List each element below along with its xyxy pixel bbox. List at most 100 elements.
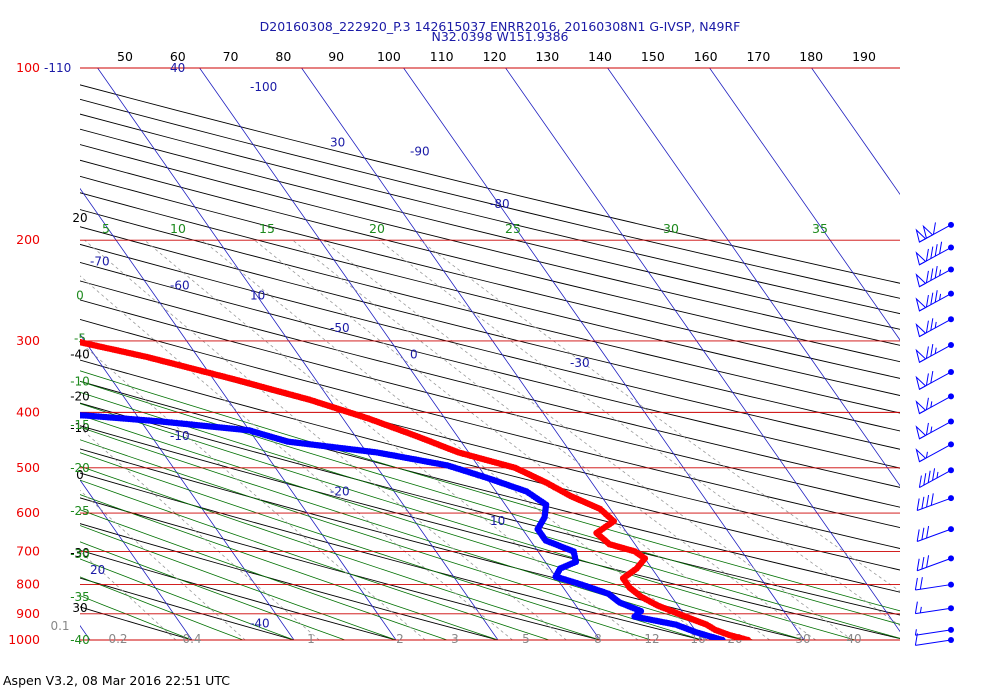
- moist-adiabat-line: [80, 414, 805, 640]
- isotherm-label: -30: [70, 546, 90, 560]
- top-temperature-label: 180: [799, 49, 823, 64]
- wind-barb-half-feather: [936, 471, 939, 479]
- profile-point: [3, 322, 9, 328]
- wind-barb: [914, 626, 954, 636]
- profile-point: [0, 320, 2, 326]
- wind-barb-flag: [915, 273, 927, 288]
- isotherm-line: [505, 68, 900, 633]
- top-temperature-label: 170: [746, 49, 770, 64]
- wind-barb: [916, 493, 954, 511]
- isotherm-label: -20: [70, 389, 90, 403]
- wind-barb: [918, 467, 954, 488]
- isotherm-line: [301, 68, 703, 640]
- mixing-ratio-label: 0.1: [50, 619, 69, 633]
- wind-barb: [915, 316, 954, 338]
- moist-adiabat-line: [80, 541, 346, 640]
- wind-barb-feather: [939, 241, 943, 254]
- isotherm-line: [811, 68, 900, 195]
- wind-barb-feather: [916, 558, 920, 571]
- wind-barb-feather: [921, 556, 925, 570]
- profile-point: [46, 411, 52, 417]
- profile-point: [47, 332, 53, 338]
- wind-barb: [915, 342, 954, 364]
- wind-barb-feather: [921, 496, 925, 509]
- profile-point: [20, 326, 26, 332]
- top-temperature-label: 60: [170, 49, 186, 64]
- wind-barb-feather: [925, 373, 929, 386]
- mixing-ratio-label: 5: [522, 632, 530, 646]
- dry-adiabat-line: [80, 425, 900, 640]
- wind-barb-feather: [930, 343, 934, 357]
- mixing-ratio-label: 8: [594, 632, 602, 646]
- moist-adiabat-top-label: 25: [505, 221, 521, 236]
- isotherm-line: [80, 333, 295, 640]
- wind-barb: [915, 369, 954, 391]
- wind-barb-feather: [930, 246, 934, 259]
- isotherm-label: 0: [410, 348, 418, 362]
- moist-adiabat-line: [80, 391, 900, 639]
- mixing-ratio-label: 1: [307, 632, 315, 646]
- pressure-tick-label: 400: [16, 404, 40, 419]
- wind-barb-feather: [914, 601, 918, 614]
- isotherm-label: 20: [90, 563, 105, 577]
- wind-barb: [914, 633, 954, 646]
- profile-point: [43, 411, 49, 417]
- isotherm-label: 30: [330, 136, 345, 150]
- isotherm-label: -90: [410, 145, 430, 159]
- wind-barb-feather: [925, 320, 929, 333]
- dry-adiabat-line: [80, 209, 900, 414]
- dry-adiabat-line: [80, 175, 900, 379]
- profile-point: [8, 323, 14, 329]
- moist-adiabat-label: -15: [70, 418, 90, 432]
- isotherm-label: -10: [70, 421, 90, 435]
- moist-adiabat-line: [80, 525, 397, 640]
- top-temperature-label: 110: [430, 49, 454, 64]
- pressure-tick-label: 200: [16, 232, 40, 247]
- wind-barb: [914, 577, 954, 591]
- wind-barb-feather: [930, 318, 934, 331]
- top-temperature-label: 130: [535, 49, 559, 64]
- wind-barb-staff: [917, 497, 952, 511]
- wind-barb-feather: [930, 268, 934, 281]
- profile-point: [53, 411, 59, 417]
- wind-barb: [916, 555, 954, 572]
- wind-barb-staff: [917, 528, 952, 542]
- pressure-tick-label: 500: [16, 460, 40, 475]
- profile-point: [59, 335, 65, 341]
- moist-adiabat-line: [80, 494, 499, 640]
- wind-barb: [916, 525, 954, 542]
- profile-point: [44, 331, 50, 337]
- wind-barb-feather: [934, 290, 938, 303]
- isotherm-label: -10: [170, 429, 190, 443]
- profile-point: [15, 325, 21, 331]
- isotherm-line: [97, 68, 499, 640]
- moist-adiabat-top-label: 15: [259, 221, 275, 236]
- wind-barb-feather: [930, 493, 934, 506]
- profile-point: [54, 334, 60, 340]
- wind-barb-feather: [925, 422, 929, 436]
- wind-barb-half-feather: [934, 347, 937, 354]
- profile-point: [61, 411, 67, 417]
- wind-barb-feather: [914, 633, 918, 646]
- wind-barb-half-feather: [919, 606, 922, 613]
- moist-adiabat-line: [80, 403, 856, 640]
- isotherm-label: -20: [330, 484, 350, 498]
- isotherm-label: -80: [490, 197, 510, 211]
- wind-barb-staff: [915, 607, 952, 615]
- moist-adiabat-top-label: 30: [663, 221, 679, 236]
- moist-adiabat-label: 0: [76, 289, 84, 303]
- wind-barb-feather: [930, 370, 934, 384]
- top-temperature-label: 100: [377, 49, 401, 64]
- mixing-ratio-line: [80, 550, 177, 640]
- mixing-ratio-line: [378, 239, 900, 627]
- wind-barb-flag: [915, 425, 927, 440]
- moist-adiabat-top-label: 35: [812, 221, 828, 236]
- dry-adiabat-line: [80, 299, 900, 508]
- dry-adiabat-line: [80, 113, 900, 315]
- isotherm-label: -100: [250, 80, 277, 94]
- background-lines: [80, 68, 900, 640]
- profile-point: [5, 322, 11, 328]
- moist-adiabat-line: [80, 370, 900, 612]
- profile-point: [41, 411, 47, 417]
- wind-barb: [915, 418, 954, 440]
